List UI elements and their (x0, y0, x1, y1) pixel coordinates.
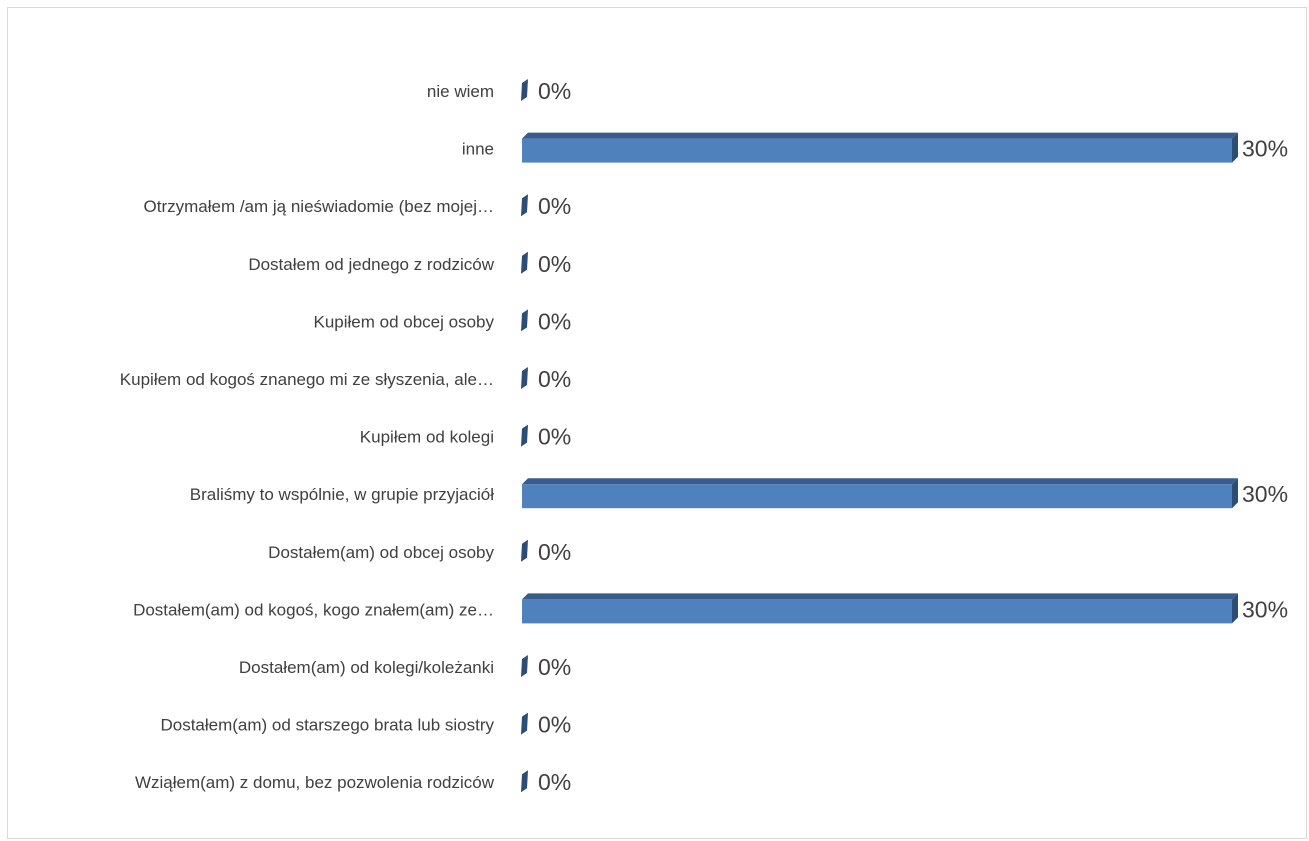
bar (521, 655, 528, 677)
bar-front (522, 484, 1232, 509)
data-label: 0% (538, 308, 571, 334)
bar-zero-sliver (521, 309, 528, 332)
bar-zero-sliver (521, 79, 528, 101)
bar-side (1232, 478, 1238, 509)
bar (522, 478, 1238, 509)
bar-zero-sliver (521, 770, 528, 793)
bar (521, 424, 528, 447)
bar (521, 251, 528, 274)
data-label: 0% (538, 712, 571, 738)
data-label: 0% (538, 424, 571, 450)
category-label: Braliśmy to wspólnie, w grupie przyjació… (190, 485, 494, 504)
category-label: Dostałem(am) od kolegi/koleżanki (239, 658, 494, 677)
data-label: 30% (1242, 596, 1288, 622)
bar (521, 539, 528, 562)
bar (521, 194, 528, 217)
bar (521, 770, 528, 793)
data-label: 0% (538, 251, 571, 277)
bar-zero-sliver (521, 251, 528, 274)
bar-zero-sliver (521, 424, 528, 447)
bar-side (1232, 593, 1238, 624)
bar (522, 132, 1238, 163)
bar-front (522, 599, 1232, 624)
category-label: Kupiłem od kogoś znanego mi ze słyszenia… (120, 370, 494, 389)
bar-top (522, 478, 1238, 485)
data-labels: 0% 30% 0% 0% 0% 0% 0% 30% 0% 30% 0% 0% 0% (538, 78, 1288, 795)
category-label: Kupiłem od kolegi (360, 428, 494, 447)
chart-frame: nie wiem inne Otrzymałem /am ją nieświadom… (7, 7, 1307, 839)
category-label: Dostałem(am) od starszego brata lub sios… (160, 716, 494, 735)
bars (521, 79, 1238, 793)
data-label: 0% (538, 539, 571, 565)
data-label: 0% (538, 769, 571, 795)
category-label: Otrzymałem /am ją nieświadomie (bez moje… (144, 197, 495, 216)
bar-zero-sliver (521, 539, 528, 562)
bar-side (1232, 132, 1238, 163)
category-labels: nie wiem inne Otrzymałem /am ją nieświadom… (120, 82, 495, 792)
data-label: 0% (538, 78, 571, 104)
bar-zero-sliver (521, 712, 528, 735)
bar-zero-sliver (521, 367, 528, 389)
category-label: Kupiłem od obcej osoby (313, 312, 494, 331)
category-label: Dostałem od jednego z rodziców (248, 255, 494, 274)
bar (521, 712, 528, 735)
data-label: 0% (538, 366, 571, 392)
bar-top (522, 593, 1238, 600)
bar-top (522, 132, 1238, 139)
bar (521, 309, 528, 332)
category-label: inne (462, 140, 494, 159)
data-label: 30% (1242, 481, 1288, 507)
bar-zero-sliver (521, 194, 528, 217)
bar (521, 79, 528, 101)
category-label: Wziąłem(am) z domu, bez pozwolenia rodzi… (135, 773, 495, 792)
bar (522, 593, 1238, 624)
bar (521, 367, 528, 389)
data-label: 0% (538, 193, 571, 219)
category-label: nie wiem (427, 82, 494, 101)
category-label: Dostałem(am) od obcej osoby (268, 543, 494, 562)
category-label: Dostałem(am) od kogoś, kogo znałem(am) z… (133, 600, 494, 619)
data-label: 30% (1242, 136, 1288, 162)
bar-chart: nie wiem inne Otrzymałem /am ją nieświadom… (120, 78, 1288, 795)
data-label: 0% (538, 654, 571, 680)
bar-zero-sliver (521, 655, 528, 677)
bar-front (522, 138, 1232, 163)
